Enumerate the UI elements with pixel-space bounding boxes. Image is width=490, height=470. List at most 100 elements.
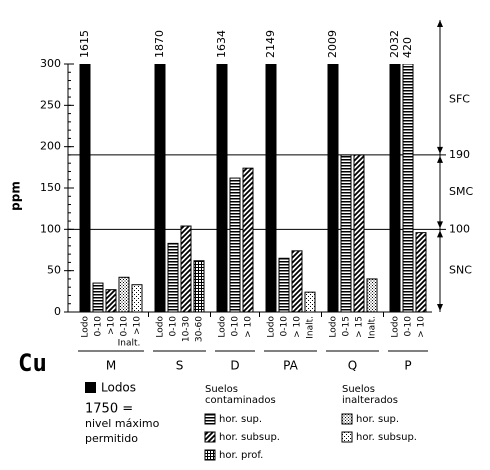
bar-label: 0-10 xyxy=(120,316,130,337)
y-tick-label: 300 xyxy=(40,57,61,70)
legend-note: permitido xyxy=(85,432,138,445)
bar xyxy=(79,64,91,313)
group-note: Inalt. xyxy=(118,339,141,349)
value-label: 1634 xyxy=(215,30,228,58)
legend-label: hor. subsup. xyxy=(219,432,280,443)
bar xyxy=(353,154,365,313)
bar xyxy=(180,225,192,313)
legend-label: Lodos xyxy=(101,381,136,395)
bar-label: 10-30 xyxy=(182,316,192,342)
bar-label: Lodo xyxy=(81,316,91,338)
y-tick-label: 100 xyxy=(40,222,61,235)
value-label: 1870 xyxy=(153,30,166,58)
y-tick-label: 200 xyxy=(40,140,61,153)
bar xyxy=(304,291,316,313)
y-tick-label: 250 xyxy=(40,98,61,111)
bar-label: 0-10 xyxy=(169,316,179,337)
threshold-label: 190 xyxy=(449,148,470,161)
y-axis-label: ppm xyxy=(9,181,23,211)
legend-note: 1750 = xyxy=(85,402,133,417)
group-label: D xyxy=(230,359,239,373)
bar-label: Lodo xyxy=(267,316,277,338)
bar-label: 0-10 xyxy=(231,316,241,337)
bar-label: Lodo xyxy=(391,316,401,338)
bar xyxy=(242,167,254,313)
bar-label: Lodo xyxy=(329,316,339,338)
bars xyxy=(79,64,427,313)
y-tick-label: 150 xyxy=(40,181,61,194)
legend-swatch xyxy=(204,431,216,443)
value-label: 2149 xyxy=(264,30,277,58)
bar-label: 0-10 xyxy=(280,316,290,337)
bar xyxy=(92,282,104,313)
bar xyxy=(415,232,427,313)
bar xyxy=(340,154,352,313)
arrowhead xyxy=(437,20,443,27)
y-tick-label: 50 xyxy=(47,264,61,277)
legend-label: hor. sup. xyxy=(356,414,399,425)
value-label: 2009 xyxy=(326,30,339,58)
arrowhead xyxy=(437,155,443,163)
bar-label: Inalt. xyxy=(368,316,378,339)
arrowhead xyxy=(437,304,443,311)
bar xyxy=(366,278,378,313)
legend-note: nivel máximo xyxy=(85,417,160,430)
bar-label: > 10 xyxy=(293,316,303,338)
legend-title: Suelos xyxy=(342,384,375,395)
bar xyxy=(131,284,143,313)
legend-swatch xyxy=(341,431,353,443)
bar xyxy=(229,177,241,313)
bar-label: Inalt. xyxy=(306,316,316,339)
bar-label: > 10 xyxy=(417,316,427,338)
arrowhead xyxy=(437,230,443,238)
value-label: 420 xyxy=(401,37,414,58)
legend-title: inalterados xyxy=(342,395,398,406)
threshold-label: 100 xyxy=(449,222,470,235)
bar xyxy=(167,242,179,313)
arrowhead xyxy=(437,146,443,154)
group-label: PA xyxy=(283,359,298,373)
group-label: M xyxy=(106,359,116,373)
bar xyxy=(193,260,205,313)
legend-swatch xyxy=(204,449,216,461)
element-label: Cu xyxy=(18,349,47,377)
arrowhead xyxy=(437,221,443,229)
bar-label: >10 xyxy=(107,316,117,335)
bar-label: >10 xyxy=(133,316,143,335)
bar-label: > 10 xyxy=(244,316,254,338)
bar-label: Lodo xyxy=(156,316,166,338)
bar xyxy=(105,289,117,313)
group-label: Q xyxy=(348,359,357,373)
bar-label: Lodo xyxy=(218,316,228,338)
legend-label: hor. sup. xyxy=(219,414,262,425)
bar-label: 30-60 xyxy=(195,316,205,342)
bar-label: > 15 xyxy=(355,316,365,338)
value-label: 2032 xyxy=(388,30,401,58)
group-label: S xyxy=(176,359,184,373)
group-label: P xyxy=(404,359,411,373)
bar xyxy=(389,64,401,313)
bar-label: 0-10 xyxy=(94,316,104,337)
legend-swatch xyxy=(85,382,96,393)
legend-swatch xyxy=(341,413,353,425)
bar xyxy=(402,64,414,313)
value-label: 1615 xyxy=(78,30,91,58)
bar xyxy=(327,64,339,313)
bar-label: 0-15 xyxy=(342,316,352,336)
y-tick-label: 0 xyxy=(54,305,61,318)
bar xyxy=(265,64,277,313)
legend-label: hor. prof. xyxy=(219,450,263,461)
legend-swatch xyxy=(204,413,216,425)
bar xyxy=(154,64,166,313)
bar-label: 0-10 xyxy=(404,316,414,337)
legend-title: contaminados xyxy=(205,395,276,406)
bar xyxy=(278,257,290,313)
bar xyxy=(216,64,228,313)
legend-title: Suelos xyxy=(205,384,238,395)
bar xyxy=(291,250,303,313)
zone-label: SNC xyxy=(449,264,472,277)
zone-label: SMC xyxy=(449,185,473,198)
bar xyxy=(118,276,130,313)
legend-label: hor. subsup. xyxy=(356,432,417,443)
